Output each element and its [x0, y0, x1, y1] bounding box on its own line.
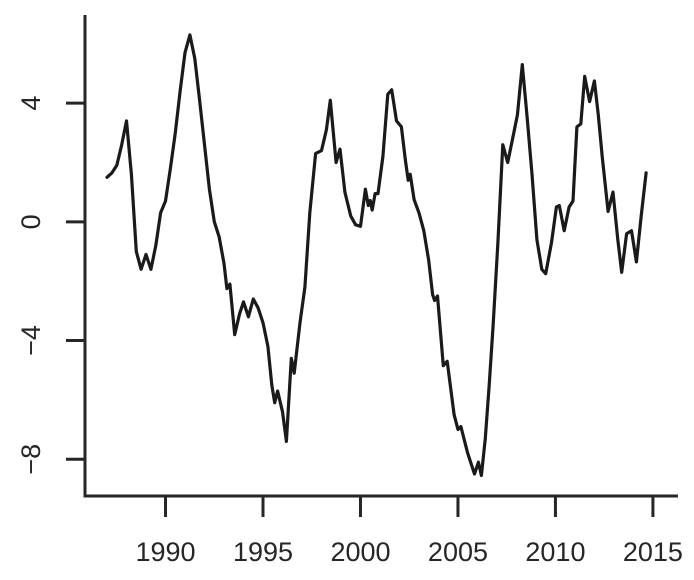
y-tick-label: 0 [16, 214, 46, 229]
y-tick-label: −4 [16, 325, 46, 356]
y-tick-label: −8 [16, 444, 46, 475]
y-tick-label: 4 [16, 96, 46, 111]
x-tick-label: 2015 [623, 537, 683, 567]
x-tick-label: 2005 [428, 537, 488, 567]
series-line [105, 33, 648, 478]
x-tick-label: 2010 [525, 537, 585, 567]
series-layer [105, 33, 648, 478]
axes-layer: 1990 1995 2000 2005 2010 2015 −8 −4 0 4 [16, 15, 683, 567]
x-tick-label: 1995 [233, 537, 293, 567]
x-tick-label: 2000 [330, 537, 390, 567]
x-tick-label: 1990 [135, 537, 195, 567]
